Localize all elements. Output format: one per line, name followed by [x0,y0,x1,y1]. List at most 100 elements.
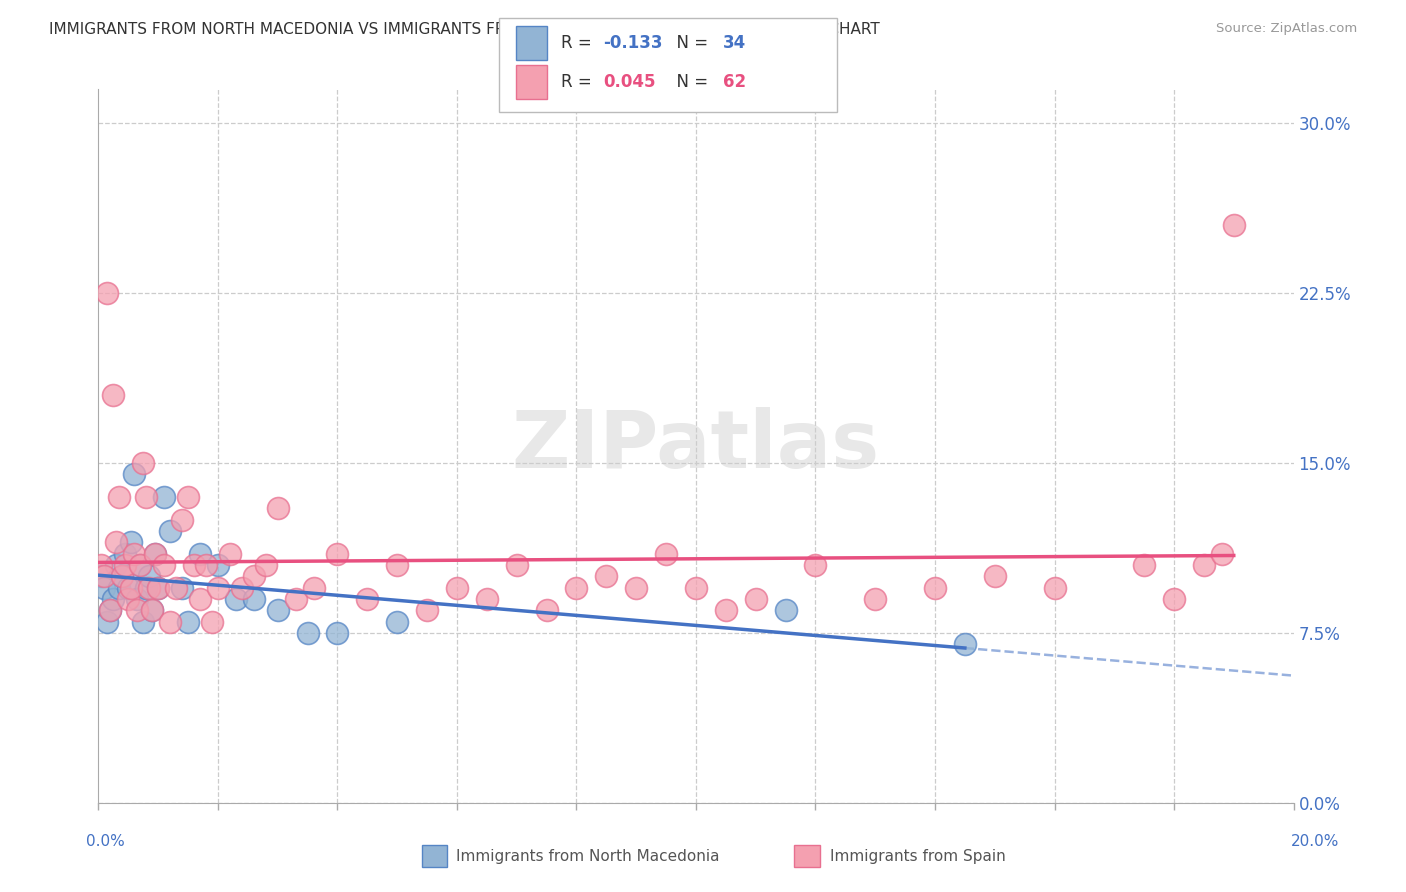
Point [127,603,149,617]
Point [475,591,498,606]
Point [103,388,125,402]
Point [93,581,115,595]
Point [117,591,139,606]
Point [98,603,122,617]
Point [183,558,205,572]
Point [565,581,588,595]
Point [90,558,112,572]
Point [207,581,229,595]
Point [135,490,157,504]
Text: IMMIGRANTS FROM NORTH MACEDONIA VS IMMIGRANTS FROM SPAIN FAMILY POVERTY CORRELAT: IMMIGRANTS FROM NORTH MACEDONIA VS IMMIG… [49,22,880,37]
Point [159,615,181,629]
Point [775,603,797,617]
Point [96,615,118,629]
Point [138,569,160,583]
Point [114,547,136,561]
Point [120,535,142,549]
Point [114,558,136,572]
Point [108,581,131,595]
Text: 0.045: 0.045 [603,73,655,91]
Point [1211,547,1233,561]
Point [90,569,112,583]
Text: Source: ZipAtlas.com: Source: ZipAtlas.com [1216,22,1357,36]
Point [148,581,170,595]
Point [924,581,946,595]
Point [124,547,146,561]
Text: N =: N = [666,34,714,52]
Point [143,547,166,561]
Point [111,569,134,583]
Point [284,591,307,606]
Point [105,558,128,572]
Point [714,603,737,617]
Point [135,581,157,595]
Point [243,569,266,583]
Point [159,524,181,538]
Point [93,569,115,583]
Point [103,591,125,606]
Point [385,558,409,572]
Point [177,615,200,629]
Point [153,558,176,572]
Point [143,547,166,561]
Point [124,467,146,482]
Point [201,615,224,629]
Point [655,547,678,561]
Point [1192,558,1215,572]
Text: 62: 62 [723,73,745,91]
Point [225,591,247,606]
Point [297,626,319,640]
Point [138,581,160,595]
Point [326,626,349,640]
Point [326,547,349,561]
Text: ZIPatlas: ZIPatlas [512,407,880,485]
Text: Immigrants from North Macedonia: Immigrants from North Macedonia [456,849,718,863]
Point [1163,591,1185,606]
Point [745,591,768,606]
Text: R =: R = [561,73,598,91]
Text: -0.133: -0.133 [603,34,662,52]
Point [356,591,378,606]
Point [207,558,229,572]
Point [1043,581,1066,595]
Point [165,581,187,595]
Point [219,547,242,561]
Point [129,558,152,572]
Point [132,615,155,629]
Point [132,456,155,470]
Point [188,547,211,561]
Point [111,569,134,583]
Point [267,603,290,617]
Point [804,558,827,572]
Point [108,490,131,504]
Point [105,535,128,549]
Point [984,569,1007,583]
Text: 0.0%: 0.0% [86,834,125,848]
Point [385,615,409,629]
Point [254,558,277,572]
Point [153,490,176,504]
Point [172,581,194,595]
Point [98,603,122,617]
Point [267,501,290,516]
Text: 20.0%: 20.0% [1291,834,1339,848]
Point [302,581,325,595]
Point [243,591,266,606]
Point [117,581,139,595]
Point [416,603,439,617]
Point [685,581,707,595]
Point [129,558,152,572]
Text: N =: N = [666,73,714,91]
Point [595,569,617,583]
Point [188,591,211,606]
Point [127,591,149,606]
Point [195,558,218,572]
Point [626,581,648,595]
Text: Immigrants from Spain: Immigrants from Spain [830,849,1005,863]
Point [96,286,118,301]
Point [536,603,558,617]
Point [141,603,163,617]
Text: 34: 34 [723,34,747,52]
Point [141,603,163,617]
Point [865,591,887,606]
